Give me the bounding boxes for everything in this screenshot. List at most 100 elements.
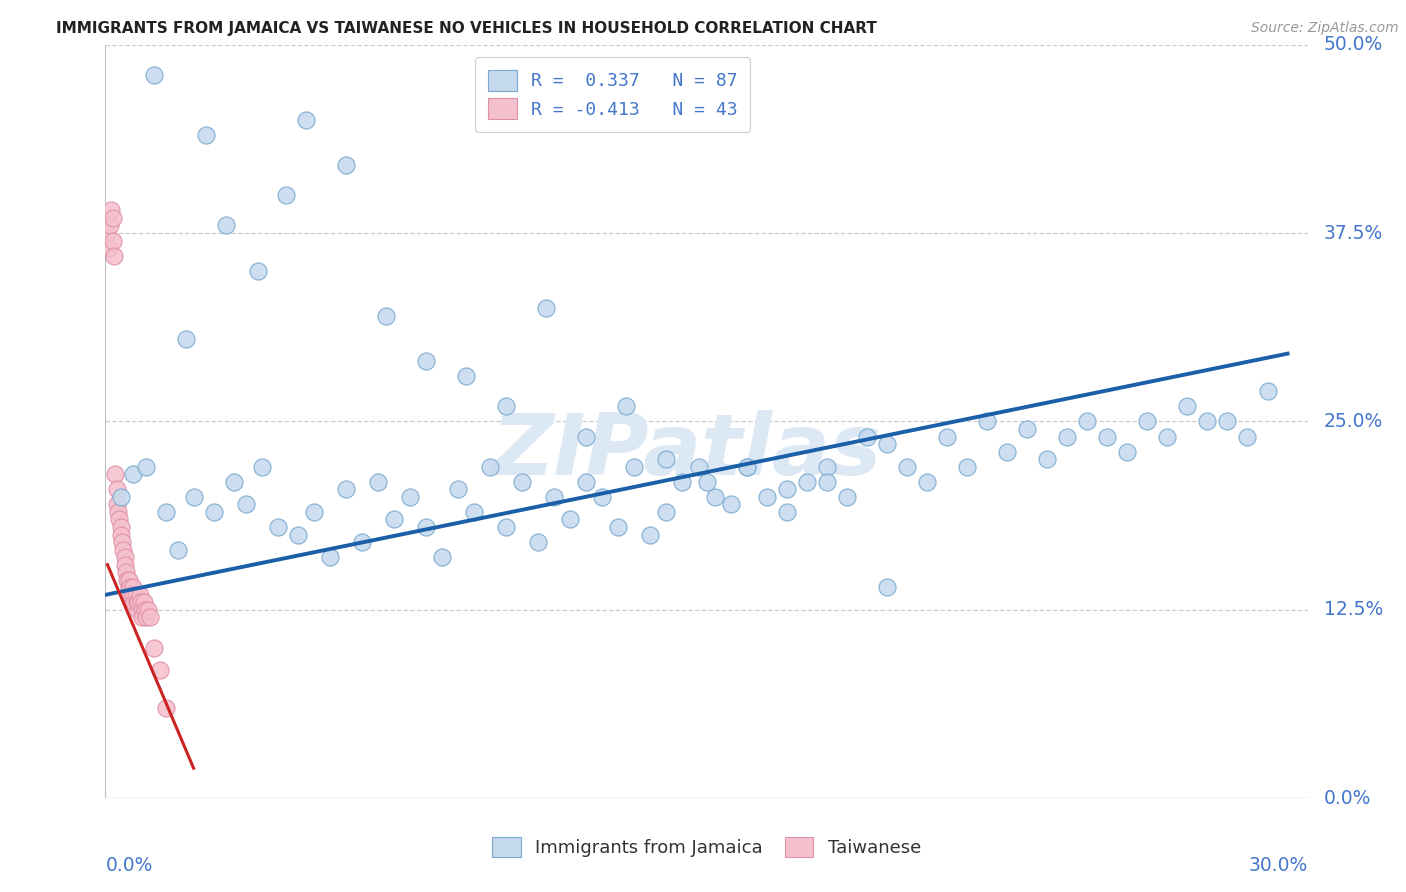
Point [915, 475, 938, 489]
Point [183, 490, 205, 504]
Point [121, 580, 143, 594]
Point [121, 588, 143, 602]
Text: 37.5%: 37.5% [1323, 224, 1384, 243]
Point [246, 264, 269, 278]
Point [250, 459, 273, 474]
Point [835, 490, 858, 504]
Point [995, 444, 1018, 458]
Point [1197, 414, 1219, 429]
Point [142, 640, 165, 655]
Point [1116, 444, 1139, 458]
Point [108, 512, 131, 526]
Point [1216, 414, 1239, 429]
Point [127, 595, 149, 609]
Point [194, 128, 217, 142]
Point [1036, 452, 1059, 467]
Point [815, 475, 838, 489]
Point [131, 603, 153, 617]
Point [124, 588, 146, 602]
Point [105, 483, 128, 497]
Point [591, 490, 613, 504]
Point [1257, 384, 1279, 399]
Point [136, 603, 159, 617]
Point [896, 459, 918, 474]
Point [127, 603, 149, 617]
Point [100, 203, 122, 218]
Text: 30.0%: 30.0% [1249, 855, 1308, 875]
Point [214, 219, 236, 233]
Point [755, 490, 778, 504]
Point [382, 512, 405, 526]
Point [527, 535, 550, 549]
Point [1136, 414, 1159, 429]
Point [855, 429, 877, 443]
Point [456, 369, 478, 384]
Point [335, 158, 357, 172]
Point [103, 234, 125, 248]
Text: No Vehicles in Household: No Vehicles in Household [0, 311, 3, 532]
Point [132, 595, 155, 609]
Text: ZIPatlas: ZIPatlas [491, 410, 882, 493]
Point [463, 505, 485, 519]
Point [111, 535, 134, 549]
Point [96, 226, 118, 240]
Point [703, 490, 725, 504]
Point [122, 588, 145, 602]
Point [399, 490, 422, 504]
Point [118, 573, 141, 587]
Point [287, 527, 309, 541]
Point [235, 497, 257, 511]
Point [117, 573, 139, 587]
Point [110, 520, 132, 534]
Point [640, 527, 662, 541]
Point [560, 512, 582, 526]
Point [131, 610, 153, 624]
Point [696, 475, 718, 489]
Point [138, 610, 160, 624]
Point [1076, 414, 1098, 429]
Point [98, 219, 121, 233]
Point [776, 483, 799, 497]
Point [616, 400, 638, 414]
Point [1175, 400, 1198, 414]
Point [112, 542, 135, 557]
Point [671, 475, 693, 489]
Point [155, 505, 177, 519]
Point [374, 309, 396, 323]
Point [110, 527, 132, 541]
Point [415, 520, 437, 534]
Point [623, 459, 645, 474]
Point [134, 603, 156, 617]
Point [655, 505, 678, 519]
Text: 0.0%: 0.0% [1323, 789, 1371, 808]
Point [174, 332, 197, 346]
Legend: Immigrants from Jamaica, Taiwanese: Immigrants from Jamaica, Taiwanese [485, 830, 928, 864]
Point [350, 535, 373, 549]
Point [122, 467, 145, 482]
Point [129, 595, 152, 609]
Point [166, 542, 188, 557]
Point [142, 68, 165, 82]
Point [796, 475, 818, 489]
Point [720, 497, 742, 511]
Point [956, 459, 979, 474]
Point [876, 437, 898, 451]
Point [118, 580, 141, 594]
Point [115, 566, 138, 580]
Point [128, 588, 150, 602]
Point [148, 663, 170, 677]
Point [107, 497, 129, 511]
Point [202, 505, 225, 519]
Point [575, 475, 598, 489]
Point [575, 429, 598, 443]
Point [1156, 429, 1178, 443]
Point [688, 459, 710, 474]
Point [125, 595, 148, 609]
Point [155, 701, 177, 715]
Text: 0.0%: 0.0% [105, 855, 153, 875]
Point [415, 354, 437, 368]
Point [319, 550, 342, 565]
Point [510, 475, 533, 489]
Point [776, 505, 799, 519]
Point [735, 459, 758, 474]
